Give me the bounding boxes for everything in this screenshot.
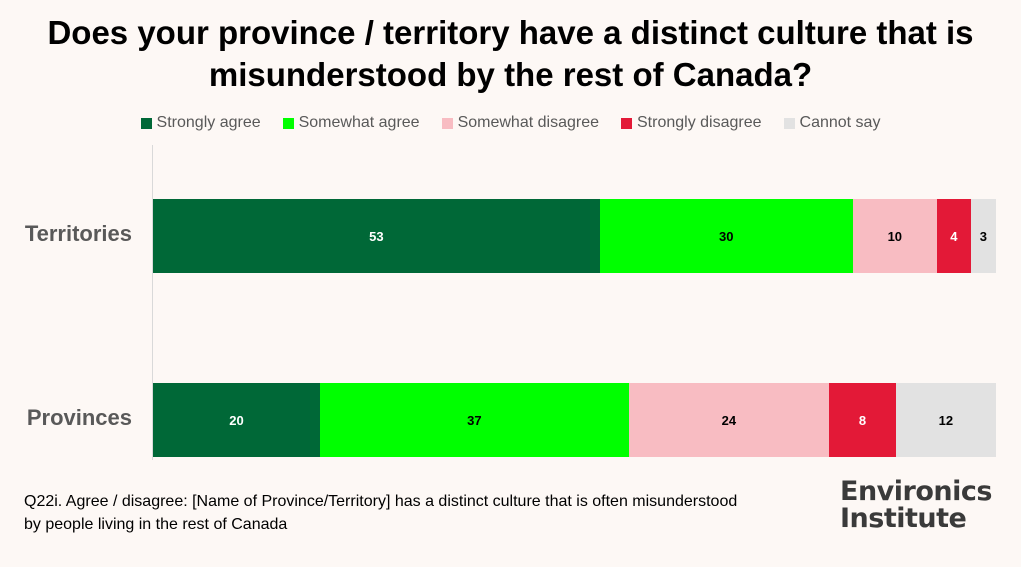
logo-line-1: Environics xyxy=(840,476,992,507)
bar-segment-strongly-agree: 53 xyxy=(153,199,600,273)
logo-line-2: Institute xyxy=(840,503,967,534)
legend-item-strongly-agree: Strongly agree xyxy=(140,114,261,132)
category-label-provinces: Provinces xyxy=(26,405,132,430)
legend-item-somewhat-disagree: Somewhat disagree xyxy=(441,114,599,132)
title-line-1: Does your province / territory have a di… xyxy=(47,14,974,51)
category-axis-line xyxy=(152,145,153,460)
category-label-territories: Territories xyxy=(24,221,132,246)
footnote-line-1: Q22i. Agree / disagree: [Name of Provinc… xyxy=(24,493,738,510)
bar-segment-cannot-say: 12 xyxy=(895,383,996,457)
legend-item-strongly-disagree: Strongly disagree xyxy=(621,114,762,132)
bar-row-territories: 53 30 10 4 3 xyxy=(153,199,996,273)
legend-label: Strongly agree xyxy=(156,114,261,131)
footnote-line-2: by people living in the rest of Canada xyxy=(24,516,288,533)
bar-segment-strongly-disagree: 8 xyxy=(829,383,896,457)
legend-label: Strongly disagree xyxy=(637,114,762,131)
chart-title: Does your province / territory have a di… xyxy=(0,12,1021,96)
environics-logo: Environics Institute xyxy=(840,478,992,532)
legend-swatch xyxy=(140,117,152,129)
bar-segment-cannot-say: 3 xyxy=(970,199,996,273)
legend-swatch xyxy=(282,117,294,129)
bar-segment-strongly-agree: 20 xyxy=(153,383,320,457)
legend-label: Somewhat agree xyxy=(298,114,420,131)
bar-segment-somewhat-agree: 30 xyxy=(599,199,853,273)
legend-swatch xyxy=(441,117,453,129)
bar-segment-strongly-disagree: 4 xyxy=(936,199,971,273)
bar-segment-somewhat-disagree: 10 xyxy=(852,199,937,273)
footnote: Q22i. Agree / disagree: [Name of Provinc… xyxy=(24,490,824,536)
bar-segment-somewhat-agree: 37 xyxy=(319,383,629,457)
legend-label: Somewhat disagree xyxy=(457,114,599,131)
bar-segment-somewhat-disagree: 24 xyxy=(628,383,830,457)
legend: Strongly agree Somewhat agree Somewhat dis… xyxy=(0,114,1021,132)
legend-swatch xyxy=(783,117,795,129)
legend-swatch xyxy=(621,117,632,129)
bar-row-provinces: 20 37 24 8 12 xyxy=(153,383,996,457)
legend-label: Cannot say xyxy=(799,114,881,131)
title-line-2: misunderstood by the rest of Canada? xyxy=(208,56,813,93)
legend-item-somewhat-agree: Somewhat agree xyxy=(282,114,420,132)
legend-item-cannot-say: Cannot say xyxy=(783,114,881,132)
